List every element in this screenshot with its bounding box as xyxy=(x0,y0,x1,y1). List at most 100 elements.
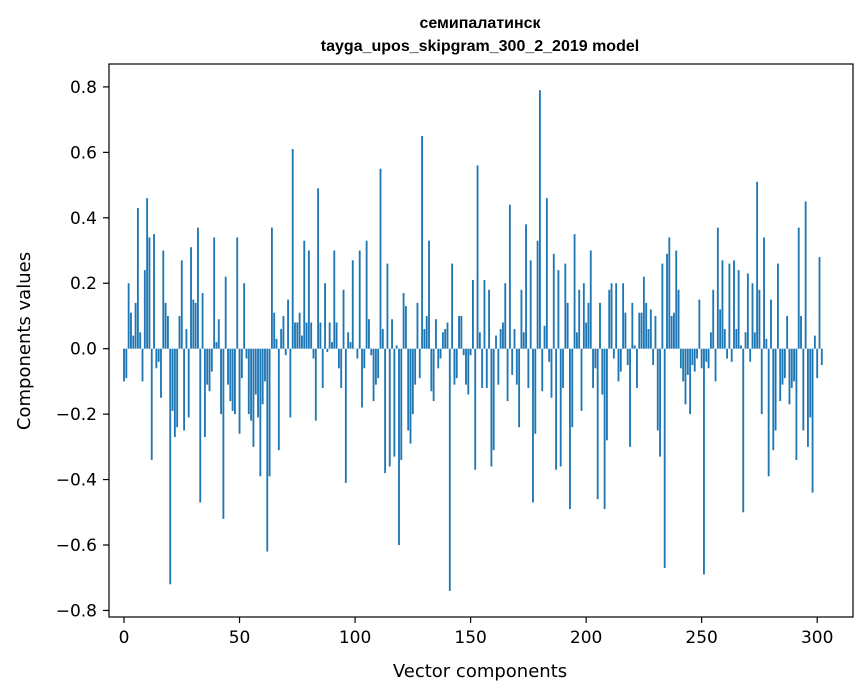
bar xyxy=(795,348,798,460)
bar xyxy=(421,135,424,349)
bar xyxy=(393,348,396,457)
bar xyxy=(495,335,497,349)
bar xyxy=(190,247,192,349)
bar xyxy=(571,348,574,428)
bar xyxy=(502,322,504,349)
bar xyxy=(601,348,604,395)
bar xyxy=(529,260,532,349)
bar xyxy=(726,348,728,359)
bar xyxy=(192,299,195,349)
bar xyxy=(259,348,262,477)
bar xyxy=(698,299,701,349)
bar xyxy=(580,348,583,411)
bar xyxy=(652,348,655,366)
bar xyxy=(504,283,507,349)
bar xyxy=(483,279,486,349)
bar xyxy=(758,289,761,349)
bar xyxy=(462,348,465,356)
bar xyxy=(481,348,484,388)
bar xyxy=(677,289,680,349)
bar xyxy=(566,302,569,349)
bar xyxy=(400,348,403,460)
bar xyxy=(765,338,768,349)
bar xyxy=(569,348,571,510)
bar xyxy=(384,348,387,474)
bar xyxy=(173,348,176,438)
x-tick-label: 150 xyxy=(454,628,486,648)
bar xyxy=(201,293,204,349)
bar xyxy=(797,227,800,349)
bar xyxy=(712,289,715,349)
bar xyxy=(663,348,666,568)
x-tick-label: 100 xyxy=(339,628,371,648)
bar xyxy=(423,329,426,349)
bar xyxy=(407,348,410,431)
bar xyxy=(291,149,294,349)
bar xyxy=(411,348,414,415)
bar xyxy=(686,348,689,375)
bar xyxy=(451,263,454,349)
bar xyxy=(818,257,821,349)
bar xyxy=(788,348,791,405)
bar xyxy=(642,276,645,349)
y-axis-label: Components values xyxy=(14,252,35,430)
bar xyxy=(347,332,350,349)
bar xyxy=(492,348,495,451)
bar xyxy=(774,348,777,431)
bar xyxy=(425,315,428,349)
bar xyxy=(513,329,516,349)
bar xyxy=(807,348,809,447)
bar xyxy=(760,348,763,415)
bar xyxy=(150,348,153,460)
bar xyxy=(809,348,812,418)
bar xyxy=(402,293,405,349)
bar xyxy=(280,329,283,349)
bar xyxy=(197,227,199,349)
bar xyxy=(153,234,155,349)
bar xyxy=(331,342,333,349)
bar xyxy=(446,322,449,349)
bar xyxy=(705,348,708,362)
y-tick-label: 0.8 xyxy=(70,78,97,98)
bar xyxy=(344,348,347,483)
bar xyxy=(594,348,597,369)
bar xyxy=(460,315,463,349)
bar xyxy=(467,348,470,395)
bar xyxy=(520,289,523,349)
bar xyxy=(130,312,132,349)
bar xyxy=(772,348,775,451)
bar xyxy=(753,332,756,349)
bar xyxy=(374,348,377,385)
bar xyxy=(709,332,712,349)
bar xyxy=(478,332,481,349)
bar xyxy=(162,250,165,349)
bar xyxy=(749,348,752,362)
bar xyxy=(691,348,694,366)
bar xyxy=(310,322,313,349)
bar xyxy=(800,315,802,349)
bar xyxy=(790,348,793,388)
bar xyxy=(545,198,548,349)
bar xyxy=(183,348,186,431)
bar xyxy=(659,348,661,457)
x-axis-ticks: 0 50 100 150 200 250 300 xyxy=(119,617,833,648)
bar xyxy=(277,348,280,451)
bar xyxy=(696,348,698,359)
bar xyxy=(264,348,266,382)
bar xyxy=(740,345,742,349)
bar xyxy=(335,322,338,349)
bar xyxy=(716,227,719,349)
bar xyxy=(333,250,336,349)
bar xyxy=(811,348,814,493)
bar xyxy=(125,348,128,379)
bar xyxy=(409,348,412,444)
bar xyxy=(363,348,366,369)
bar xyxy=(776,263,779,349)
bar xyxy=(781,348,784,385)
bar xyxy=(763,237,765,349)
bar xyxy=(539,90,541,349)
bar xyxy=(381,329,384,349)
bar xyxy=(703,348,705,575)
bar xyxy=(132,335,135,349)
